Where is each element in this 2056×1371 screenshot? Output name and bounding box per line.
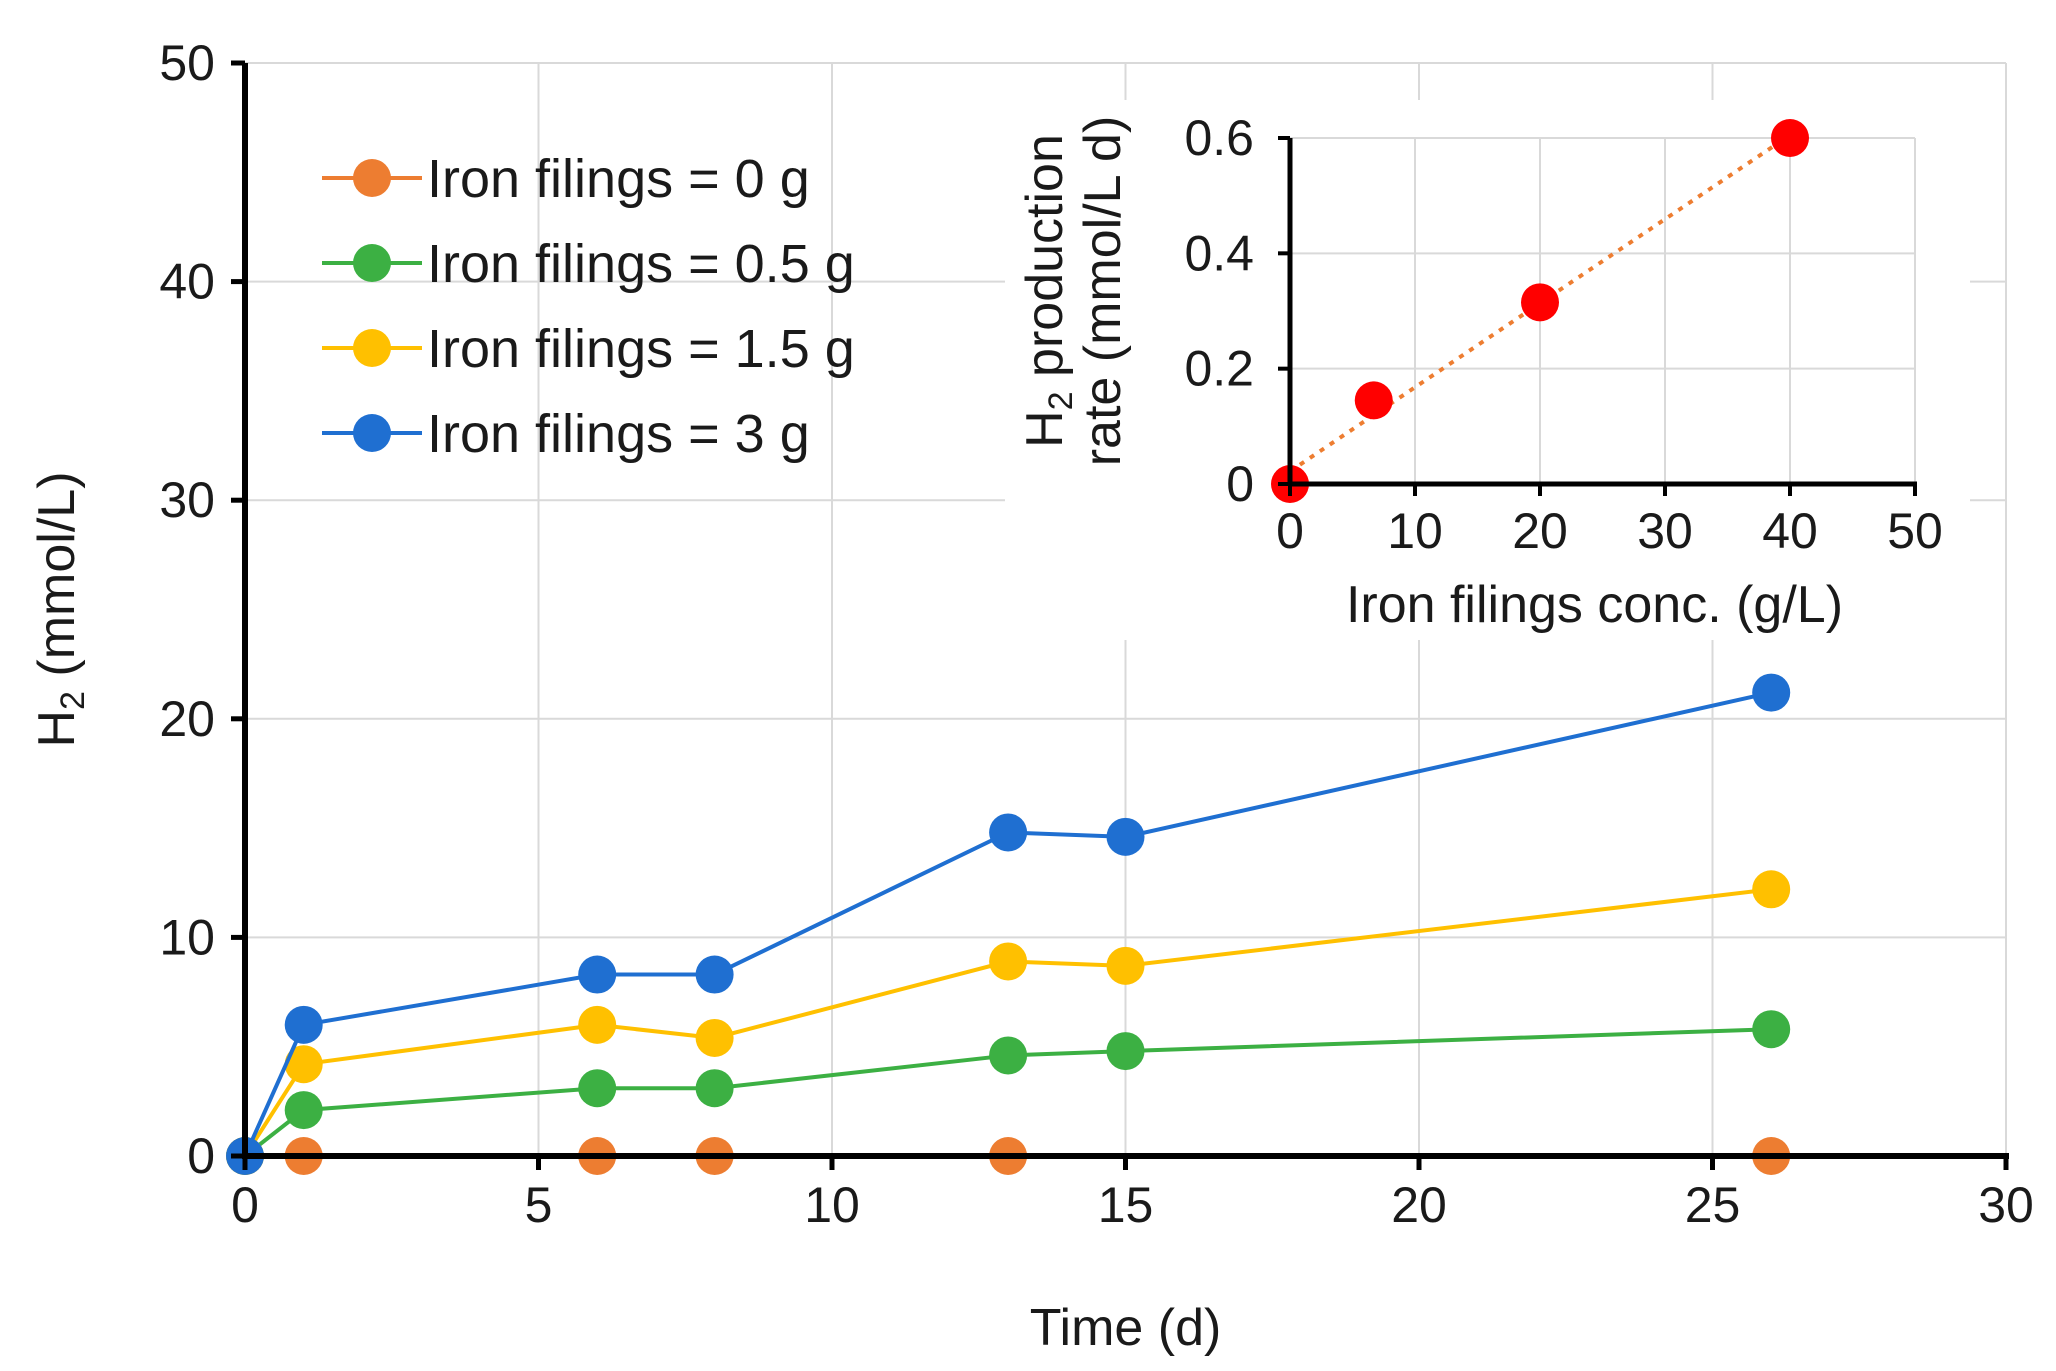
inset-y-axis-title: H2 production rate (mmol/L d) (1016, 116, 1132, 467)
legend-item: Iron filings = 3 g (322, 404, 810, 464)
main-x-tick-labels: 0 5 10 15 20 25 30 (231, 1156, 2034, 1233)
inset-data-point (1521, 283, 1559, 322)
inset-data-point (1771, 119, 1809, 157)
legend-swatch-marker (353, 329, 391, 367)
data-point (695, 955, 734, 994)
main-y-tick-label: 20 (159, 691, 215, 747)
legend-label: Iron filings = 0.5 g (427, 234, 855, 294)
main-x-tick-label: 0 (231, 1177, 259, 1233)
main-x-tick-label: 30 (1978, 1177, 2034, 1233)
data-point (1106, 817, 1145, 856)
data-point (578, 1069, 617, 1108)
main-x-tick-label: 5 (525, 1177, 553, 1233)
main-y-tick-label: 50 (159, 35, 215, 91)
y-axis-title-sub: 2 (54, 691, 92, 710)
data-point (1752, 1010, 1791, 1049)
inset-x-tick-labels: 0 10 20 30 40 50 (1276, 484, 1943, 559)
data-point (1752, 673, 1791, 712)
inset-points (1271, 119, 1809, 503)
series-2 (226, 870, 1791, 1175)
inset-y-axis-title-line1: H2 production (1016, 134, 1080, 448)
data-point (695, 1018, 734, 1057)
inset-x-tick-label: 10 (1387, 503, 1443, 559)
main-series-group (226, 673, 1791, 1175)
main-x-tick-label: 20 (1391, 1177, 1447, 1233)
legend-label: Iron filings = 3 g (427, 404, 810, 464)
inset-x-tick-label: 0 (1276, 503, 1304, 559)
data-point (1106, 1032, 1145, 1071)
y-axis-title-main: H (28, 710, 86, 748)
main-x-tick-label: 25 (1685, 1177, 1741, 1233)
data-point (284, 1045, 323, 1084)
inset-y-tick-label: 0.6 (1184, 110, 1254, 166)
legend-item: Iron filings = 1.5 g (322, 319, 855, 379)
legend-label: Iron filings = 0 g (427, 149, 810, 209)
data-point (695, 1069, 734, 1108)
y-axis-title: H2 (mmol/L) (28, 471, 92, 747)
series-3 (226, 673, 1791, 1175)
inset-y-tick-label: 0.2 (1184, 341, 1254, 397)
inset-y-axis-title-line2: rate (mmol/L d) (1074, 116, 1132, 467)
data-point (578, 1005, 617, 1044)
main-y-tick-label: 10 (159, 909, 215, 965)
inset-x-tick-label: 20 (1512, 503, 1568, 559)
inset-y-tick-label: 0.4 (1184, 225, 1254, 281)
data-point (1106, 946, 1145, 985)
data-point (989, 813, 1028, 852)
legend-swatch-marker (353, 244, 391, 282)
main-x-tick-label: 10 (804, 1177, 860, 1233)
inset-data-point (1354, 381, 1393, 420)
main-y-tick-labels: 0 10 20 30 40 50 (159, 35, 245, 1184)
data-point (284, 1091, 323, 1130)
inset-background (1005, 100, 1970, 640)
data-point (284, 1005, 323, 1044)
inset-y-title-main: H (1016, 410, 1074, 448)
legend-swatch-marker (353, 414, 391, 452)
inset-x-axis-title: Iron filings conc. (g/L) (1346, 576, 1843, 634)
inset-x-tick-label: 50 (1887, 503, 1943, 559)
legend-swatch-marker (353, 159, 391, 197)
inset-y-title-sub: 2 (1042, 391, 1080, 410)
y-axis-title-rest: (mmol/L) (28, 471, 86, 691)
data-point (578, 955, 617, 994)
data-point (1752, 870, 1791, 909)
inset-x-tick-label: 40 (1762, 503, 1818, 559)
main-y-tick-label: 30 (159, 472, 215, 528)
legend-item: Iron filings = 0.5 g (322, 234, 855, 294)
series-line (243, 690, 1772, 1157)
x-axis-title: Time (d) (1030, 1299, 1222, 1357)
legend-label: Iron filings = 1.5 g (427, 319, 855, 379)
main-y-tick-label: 40 (159, 254, 215, 310)
inset-x-tick-label: 30 (1637, 503, 1693, 559)
data-point (989, 1036, 1028, 1075)
inset-y-title-rest: production (1016, 134, 1074, 391)
data-point (989, 942, 1028, 981)
main-x-tick-label: 15 (1098, 1177, 1154, 1233)
legend-item: Iron filings = 0 g (322, 149, 810, 209)
inset-y-tick-labels: 0 0.2 0.4 0.6 (1184, 110, 1290, 512)
main-y-tick-label: 0 (187, 1128, 215, 1184)
inset-y-tick-label: 0 (1226, 456, 1254, 512)
legend: Iron filings = 0 g Iron filings = 0.5 g Ir… (322, 149, 855, 464)
series-line (243, 887, 1772, 1158)
